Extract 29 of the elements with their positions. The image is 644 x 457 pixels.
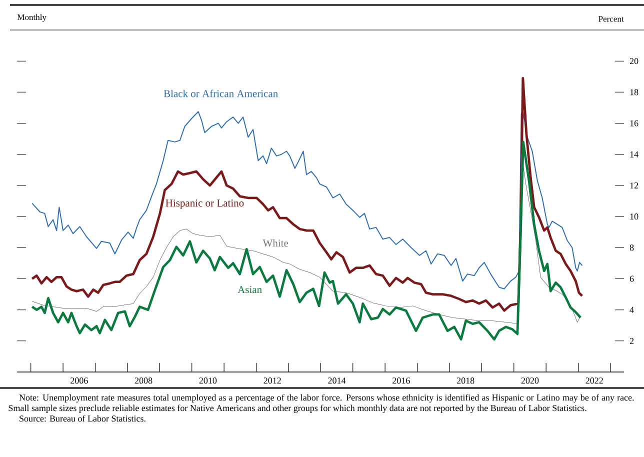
text: Note: Unemployment rate measures total unemployed as a percentage of the labor force. Persons whose ethnicity is identified as Hispanic or Latino may be of any race. Small sample sizes preclude reliable estimates for Native Americans and other groups for which monthly data are not reported by the Bureau of Labor Statistics. bbox=[8, 394, 634, 413]
y-tick-label: 20 bbox=[630, 58, 638, 64]
line-series bbox=[30, 140, 582, 341]
text: Monthly bbox=[17, 14, 46, 22]
series-label: Asian bbox=[238, 286, 262, 294]
x-tick-label: 2020 bbox=[521, 378, 539, 384]
y-tick-label: 4 bbox=[630, 306, 634, 313]
x-tick-label: 2012 bbox=[264, 378, 281, 384]
y-tick-label: 8 bbox=[630, 244, 634, 251]
y-tick-label: 2 bbox=[630, 338, 634, 344]
y-tick-label: 6 bbox=[630, 276, 634, 282]
x-tick-label: 2006 bbox=[70, 378, 88, 384]
text: Black or African American bbox=[164, 90, 278, 98]
y-tick-label: 14 bbox=[630, 151, 638, 158]
y-tick-label: 16 bbox=[630, 120, 638, 126]
x-tick-label: 2010 bbox=[199, 378, 217, 384]
y-tick-label: 12 bbox=[630, 182, 638, 188]
y-tick-label: 18 bbox=[630, 89, 638, 96]
x-tick-label: 2008 bbox=[134, 378, 152, 384]
source-note: Source: Bureau of Labor Statistics. bbox=[20, 415, 146, 422]
x-tick-label: 2014 bbox=[328, 378, 346, 384]
series-label: White bbox=[262, 239, 288, 247]
line-series bbox=[30, 76, 584, 312]
x-tick-label: 2016 bbox=[392, 378, 410, 384]
y-tick-label: 10 bbox=[630, 214, 638, 220]
series-label: Hispanic or Latino bbox=[166, 200, 244, 209]
x-tick-label: 2022 bbox=[586, 378, 603, 384]
x-tick-label: 2018 bbox=[456, 378, 474, 384]
y-axis-title: Percent bbox=[598, 16, 624, 22]
